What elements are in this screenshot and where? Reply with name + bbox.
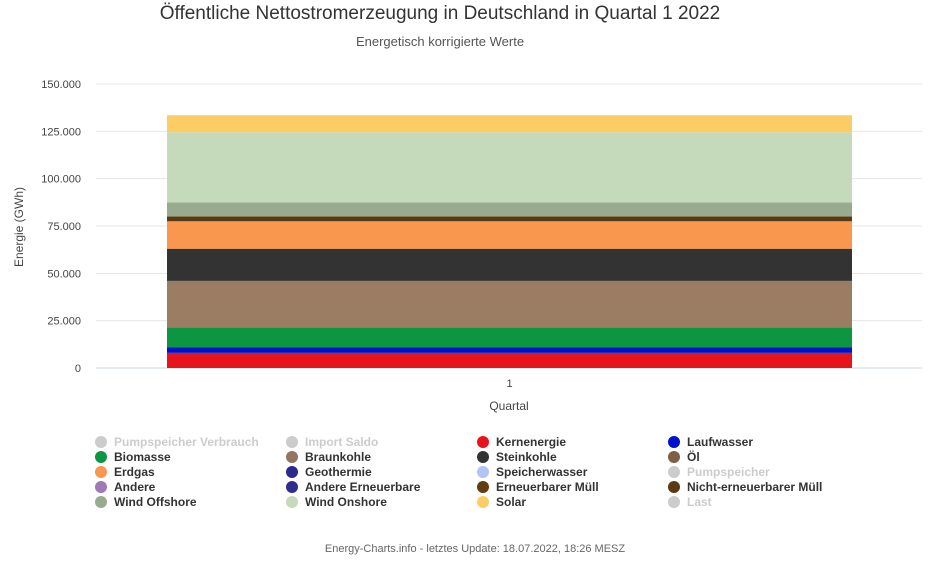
legend-item[interactable]: Solar — [474, 494, 665, 509]
legend-marker-icon — [95, 465, 107, 478]
y-tick-label: 50.000 — [47, 268, 81, 280]
legend-label: Kernenergie — [496, 434, 567, 449]
legend-marker-icon — [477, 495, 489, 508]
bar-segment-wind-onshore[interactable] — [167, 132, 852, 203]
bar-segment-kernenergie[interactable] — [167, 352, 852, 368]
legend-label: Braunkohle — [305, 449, 372, 464]
legend-item[interactable]: Andere Erneuerbare — [283, 479, 474, 494]
y-axis-ticks: 0 25.000 50.000 75.000 100.000 125.000 150.000 — [41, 79, 81, 375]
legend-label: Wind Onshore — [305, 494, 387, 509]
bar-segment-laufwasser[interactable] — [167, 347, 852, 353]
legend-item[interactable]: Erneuerbarer Müll — [474, 479, 665, 494]
legend-label: Last — [687, 494, 712, 509]
legend-label: Speicherwasser — [496, 464, 588, 479]
legend-item[interactable]: Nicht-erneuerbarer Müll — [665, 479, 865, 494]
legend-marker-icon — [95, 480, 107, 493]
legend-marker-icon — [286, 435, 298, 448]
legend-label: Öl — [687, 449, 700, 464]
legend-label: Andere — [114, 479, 156, 494]
legend-item[interactable]: Last — [665, 494, 865, 509]
y-tick-label: 100.000 — [41, 174, 81, 186]
legend-marker-icon — [668, 495, 680, 508]
legend-label: Andere Erneuerbare — [305, 479, 421, 494]
bar-segment-solar[interactable] — [167, 115, 852, 133]
y-tick-label: 25.000 — [47, 316, 81, 328]
bar-segment-biomasse[interactable] — [167, 327, 852, 348]
legend-marker-icon — [477, 435, 489, 448]
legend-item[interactable]: Erdgas — [92, 464, 283, 479]
legend-item[interactable]: Wind Onshore — [283, 494, 474, 509]
bar-segment-braunkohle[interactable] — [167, 280, 852, 328]
legend-marker-icon — [477, 465, 489, 478]
legend-item[interactable]: Kernenergie — [474, 434, 665, 449]
legend-item[interactable]: Wind Offshore — [92, 494, 283, 509]
legend-item[interactable]: Andere — [92, 479, 283, 494]
legend-marker-icon — [95, 495, 107, 508]
legend-item[interactable]: Speicherwasser — [474, 464, 665, 479]
legend-marker-icon — [668, 465, 680, 478]
y-tick-label: 0 — [75, 363, 81, 375]
y-axis-title: Energie (GWh) — [12, 187, 26, 267]
legend-item[interactable]: Pumpspeicher — [665, 464, 865, 479]
legend-item[interactable]: Pumpspeicher Verbrauch — [92, 434, 283, 449]
legend-label: Geothermie — [305, 464, 372, 479]
y-tick-label: 125.000 — [41, 126, 81, 138]
legend-item[interactable]: Biomasse — [92, 449, 283, 464]
legend-item[interactable]: Braunkohle — [283, 449, 474, 464]
legend-marker-icon — [286, 480, 298, 493]
x-tick-label: 1 — [506, 378, 512, 390]
bar-segment-steinkohle[interactable] — [167, 248, 852, 281]
legend-label: Nicht-erneuerbarer Müll — [687, 479, 823, 494]
legend-item[interactable]: Import Saldo — [283, 434, 474, 449]
legend-label: Erneuerbarer Müll — [496, 479, 599, 494]
legend-marker-icon — [95, 450, 107, 463]
legend-marker-icon — [668, 480, 680, 493]
legend-label: Biomasse — [114, 449, 171, 464]
legend-label: Wind Offshore — [114, 494, 197, 509]
legend-label: Steinkohle — [496, 449, 557, 464]
chart-subtitle: Energetisch korrigierte Werte — [356, 34, 524, 49]
legend-marker-icon — [477, 480, 489, 493]
legend-item[interactable]: Laufwasser — [665, 434, 865, 449]
legend-marker-icon — [286, 465, 298, 478]
x-axis-title: Quartal — [489, 399, 528, 413]
legend: Pumpspeicher Verbrauch Import Saldo Kernen… — [92, 434, 892, 509]
chart-title: Öffentliche Nettostromerzeugung in Deuts… — [160, 3, 720, 24]
chart: Öffentliche Nettostromerzeugung in Deuts… — [12, 3, 922, 413]
credits[interactable]: Energy-Charts.info - letztes Update: 18.… — [324, 543, 626, 555]
legend-label: Solar — [496, 494, 527, 509]
legend-marker-icon — [95, 435, 107, 448]
legend-label: Pumpspeicher — [687, 464, 770, 479]
bar-segment-nicht-erneuerbarer-müll[interactable] — [167, 216, 852, 222]
legend-label: Import Saldo — [305, 434, 379, 449]
legend-marker-icon — [286, 450, 298, 463]
legend-label: Pumpspeicher Verbrauch — [114, 434, 259, 449]
legend-item[interactable]: Öl — [665, 449, 865, 464]
legend-item[interactable]: Geothermie — [283, 464, 474, 479]
legend-marker-icon — [477, 450, 489, 463]
bar-segment-wind-offshore[interactable] — [167, 202, 852, 217]
y-tick-label: 75.000 — [47, 221, 81, 233]
bar-stack — [167, 115, 852, 368]
legend-marker-icon — [286, 495, 298, 508]
bar-segment-erdgas[interactable] — [167, 221, 852, 249]
legend-item[interactable]: Steinkohle — [474, 449, 665, 464]
legend-marker-icon — [668, 435, 680, 448]
x-axis-ticks: 1 — [506, 378, 512, 390]
legend-marker-icon — [668, 450, 680, 463]
legend-label: Erdgas — [114, 464, 155, 479]
y-tick-label: 150.000 — [41, 79, 81, 91]
legend-label: Laufwasser — [687, 434, 754, 449]
